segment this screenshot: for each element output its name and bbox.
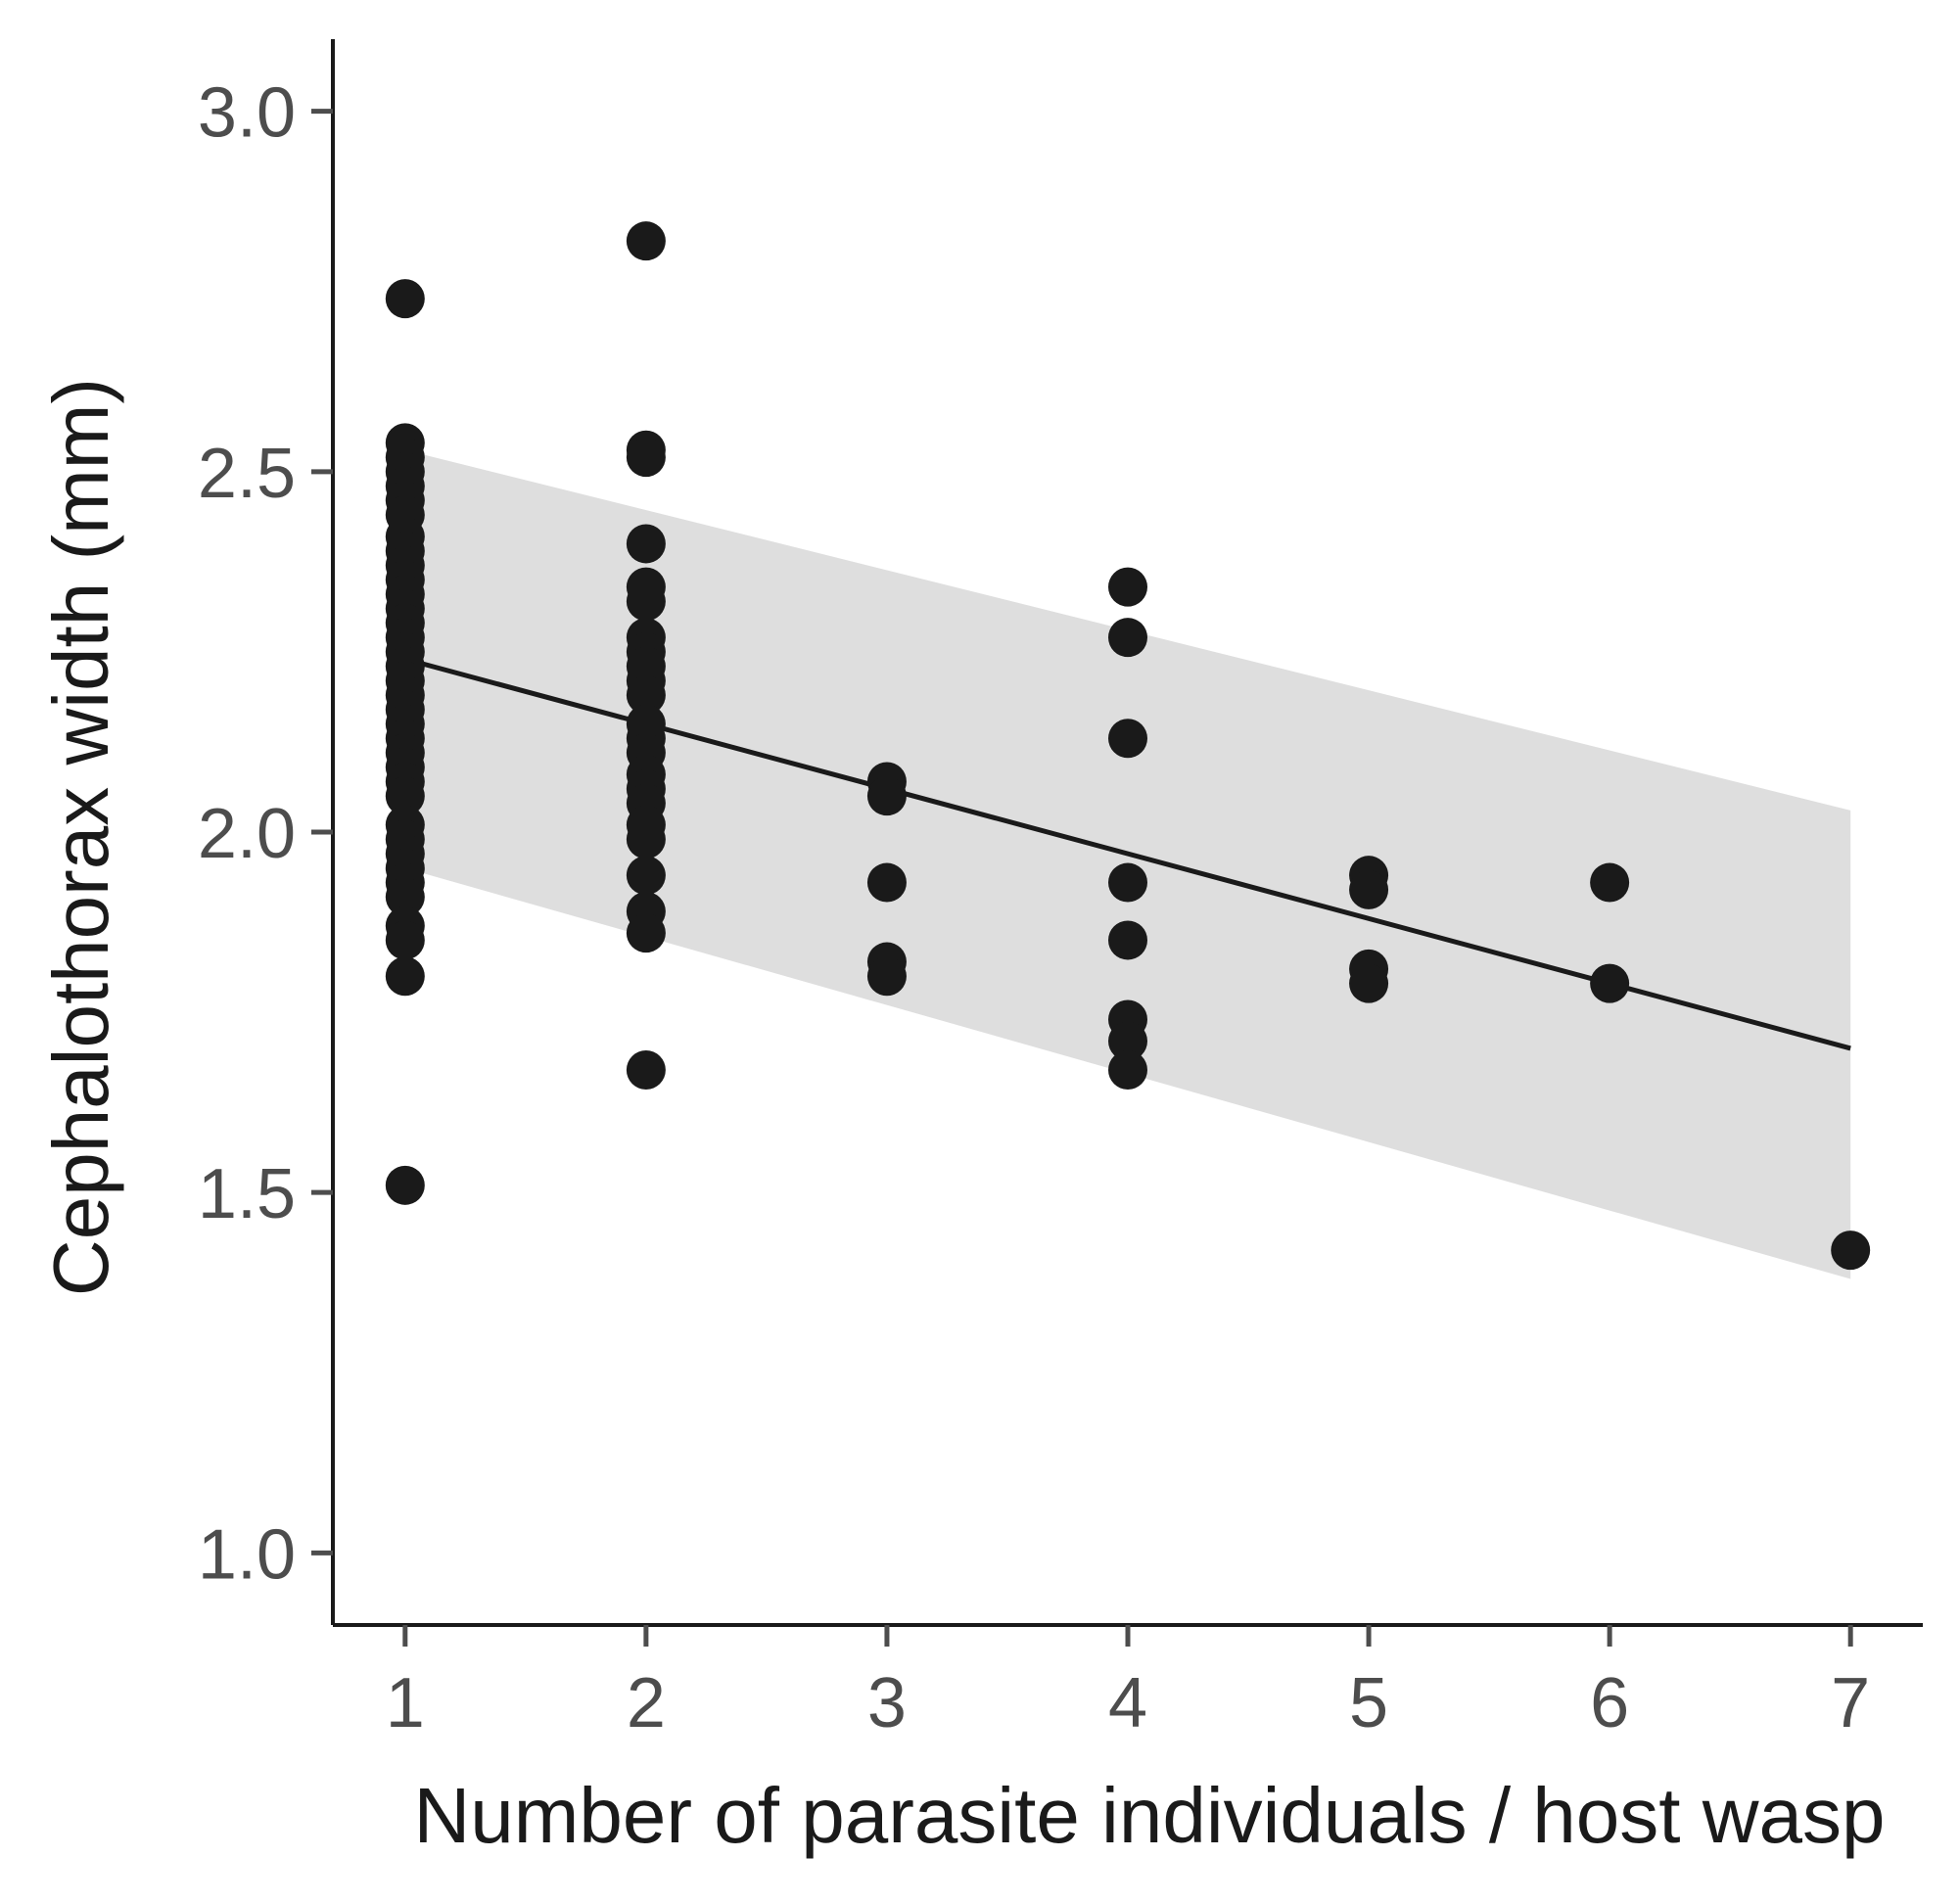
x-tick-label: 2 — [627, 1664, 666, 1742]
data-point — [385, 920, 425, 960]
data-point — [1349, 963, 1389, 1003]
x-tick-label: 3 — [867, 1664, 907, 1742]
data-point — [385, 279, 425, 319]
data-point — [626, 438, 666, 478]
data-points-layer — [385, 221, 1871, 1271]
data-point — [1108, 862, 1147, 903]
x-tick-label: 6 — [1590, 1664, 1629, 1742]
data-point — [1108, 1050, 1147, 1090]
data-point — [626, 913, 666, 953]
data-point — [626, 819, 666, 859]
data-point — [1108, 618, 1147, 658]
y-tick-label: 3.0 — [198, 74, 296, 153]
data-point — [1108, 567, 1147, 607]
data-point — [1108, 920, 1147, 960]
y-axis-title: Cephalothorax width (mm) — [37, 378, 124, 1296]
data-point — [626, 581, 666, 622]
x-tick-label: 5 — [1349, 1664, 1388, 1742]
data-point — [626, 1050, 666, 1090]
y-tick-label: 2.5 — [198, 435, 296, 513]
x-tick-label: 4 — [1108, 1664, 1147, 1742]
axes-layer: 1.0 1.5 2.0 2.5 3.0 1 2 3 4 5 6 7 — [198, 39, 1923, 1742]
data-point — [866, 776, 907, 816]
data-point — [866, 956, 907, 997]
data-point — [1108, 1021, 1147, 1061]
data-point — [385, 776, 425, 816]
y-tick-label: 2.0 — [198, 795, 296, 873]
data-point — [1831, 1231, 1871, 1271]
x-tick-label: 1 — [386, 1664, 425, 1742]
data-point — [1108, 719, 1147, 759]
data-point — [385, 1165, 425, 1205]
data-point — [385, 956, 425, 997]
data-point — [1590, 862, 1630, 903]
data-point — [385, 877, 425, 917]
y-tick-label: 1.5 — [198, 1155, 296, 1233]
x-axis-title: Number of parasite individuals / host wa… — [414, 1772, 1886, 1859]
data-point — [1349, 869, 1389, 909]
data-point — [626, 856, 666, 896]
data-point — [1590, 963, 1630, 1003]
y-tick-label: 1.0 — [198, 1515, 296, 1594]
x-tick-label: 7 — [1831, 1664, 1870, 1742]
data-point — [626, 524, 666, 564]
data-point — [626, 221, 666, 261]
data-point — [866, 862, 907, 903]
data-point — [626, 675, 666, 716]
